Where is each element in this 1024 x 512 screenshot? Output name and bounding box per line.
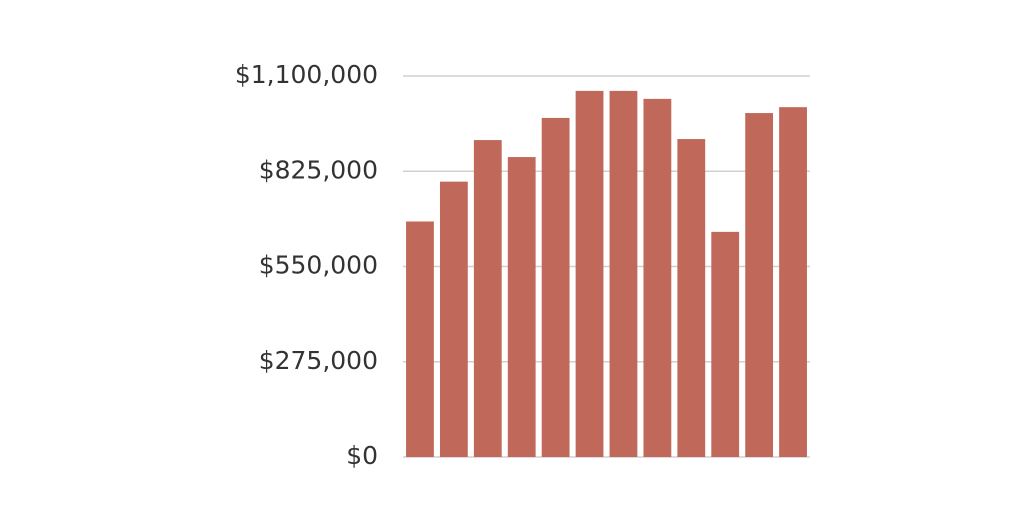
bar [439, 181, 468, 457]
bar [677, 139, 706, 457]
y-tick-label: $0 [346, 441, 378, 470]
y-tick-label: $1,100,000 [235, 60, 378, 89]
bar [473, 140, 502, 457]
bar [541, 117, 570, 457]
bar [711, 231, 740, 457]
y-tick-label: $550,000 [259, 251, 378, 280]
bar [406, 221, 434, 457]
bar [609, 90, 638, 457]
bar [779, 107, 807, 457]
bar [575, 90, 604, 457]
y-tick-label: $275,000 [259, 346, 378, 375]
bar [745, 113, 774, 457]
bar [507, 157, 536, 458]
y-tick-label: $825,000 [259, 155, 378, 184]
bar [643, 98, 672, 458]
